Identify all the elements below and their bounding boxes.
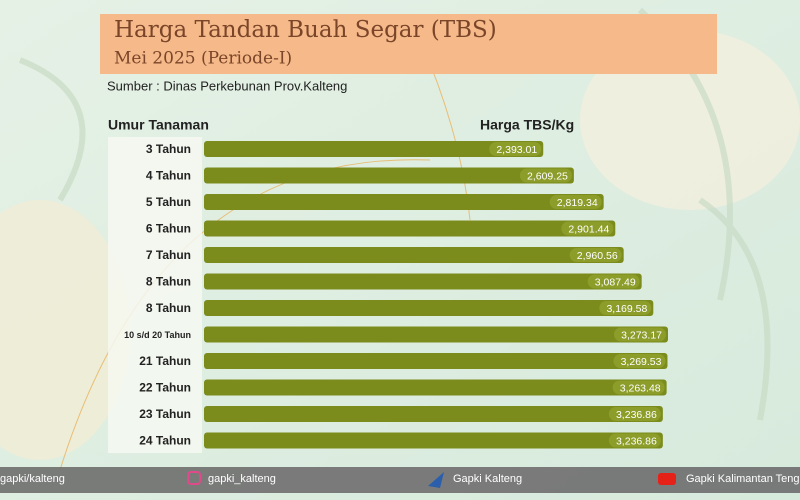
chart-title: Harga Tandan Buah Segar (TBS) — [114, 17, 497, 43]
category-header: Umur Tanaman — [108, 117, 209, 133]
value-label: 3,269.53 — [621, 356, 662, 368]
bar — [204, 326, 668, 343]
category-label: 21 Tahun — [139, 354, 191, 368]
value-label: 3,236.86 — [616, 409, 657, 421]
footer-text[interactable]: gapki_kalteng — [208, 473, 276, 485]
bar — [204, 432, 663, 449]
category-label: 5 Tahun — [146, 195, 191, 209]
value-label: 3,169.58 — [606, 303, 647, 315]
value-label: 2,819.34 — [557, 197, 598, 209]
value-label: 3,087.49 — [595, 276, 636, 288]
value-label: 3,236.86 — [616, 435, 657, 447]
value-label-bg — [608, 433, 661, 448]
footer-text[interactable]: Gapki Kalteng — [453, 473, 522, 485]
category-label: 24 Tahun — [139, 434, 191, 448]
youtube-icon — [658, 473, 676, 485]
value-header: Harga TBS/Kg — [480, 117, 574, 133]
bar — [204, 220, 616, 237]
category-label: 23 Tahun — [139, 407, 191, 421]
bar — [204, 273, 642, 290]
category-label: 10 s/d 20 Tahun — [124, 330, 191, 340]
bar — [204, 353, 668, 369]
category-label: 22 Tahun — [139, 381, 191, 395]
value-label-bg — [489, 142, 542, 156]
category-label: 8 Tahun — [146, 301, 191, 315]
category-label: 3 Tahun — [146, 142, 191, 156]
bar — [204, 167, 574, 184]
value-label-bg — [549, 195, 602, 209]
title-banner — [100, 14, 717, 74]
bar — [204, 379, 667, 396]
instagram-icon — [187, 471, 201, 485]
value-label-bg — [608, 407, 661, 421]
value-label-bg — [612, 380, 665, 395]
category-label: 7 Tahun — [146, 248, 191, 262]
value-label-bg — [614, 327, 666, 342]
value-label: 2,901.44 — [568, 223, 609, 235]
footer-bar — [0, 467, 800, 493]
value-label-bg — [613, 354, 666, 368]
decor-blob — [580, 30, 800, 210]
label-panel — [108, 137, 202, 453]
category-label: 6 Tahun — [146, 222, 191, 236]
value-label: 2,609.25 — [527, 170, 568, 182]
chart-subtitle: Mei 2025 (Periode-I) — [114, 49, 292, 69]
footer-text[interactable]: gapki/kalteng — [0, 473, 65, 485]
category-label: 8 Tahun — [146, 275, 191, 289]
facebook-icon — [428, 472, 444, 488]
value-label-bg — [599, 301, 652, 315]
value-label: 2,960.56 — [577, 250, 618, 262]
value-label: 3,273.17 — [621, 329, 662, 341]
bar — [204, 247, 624, 263]
value-label-bg — [587, 274, 640, 289]
footer-text[interactable]: Gapki Kalimantan Tengah — [686, 473, 800, 485]
bar — [204, 141, 544, 157]
category-label: 4 Tahun — [146, 169, 191, 183]
value-label-bg — [561, 221, 614, 236]
source: Sumber : Dinas Perkebunan Prov.Kalteng — [107, 78, 347, 93]
value-label: 3,263.48 — [620, 382, 661, 394]
bar — [204, 300, 654, 316]
bar — [204, 406, 663, 422]
value-label-bg — [569, 248, 622, 262]
decor-blob — [0, 200, 130, 460]
value-label: 2,393.01 — [496, 144, 537, 156]
value-label-bg — [519, 168, 572, 183]
bar — [204, 194, 604, 210]
